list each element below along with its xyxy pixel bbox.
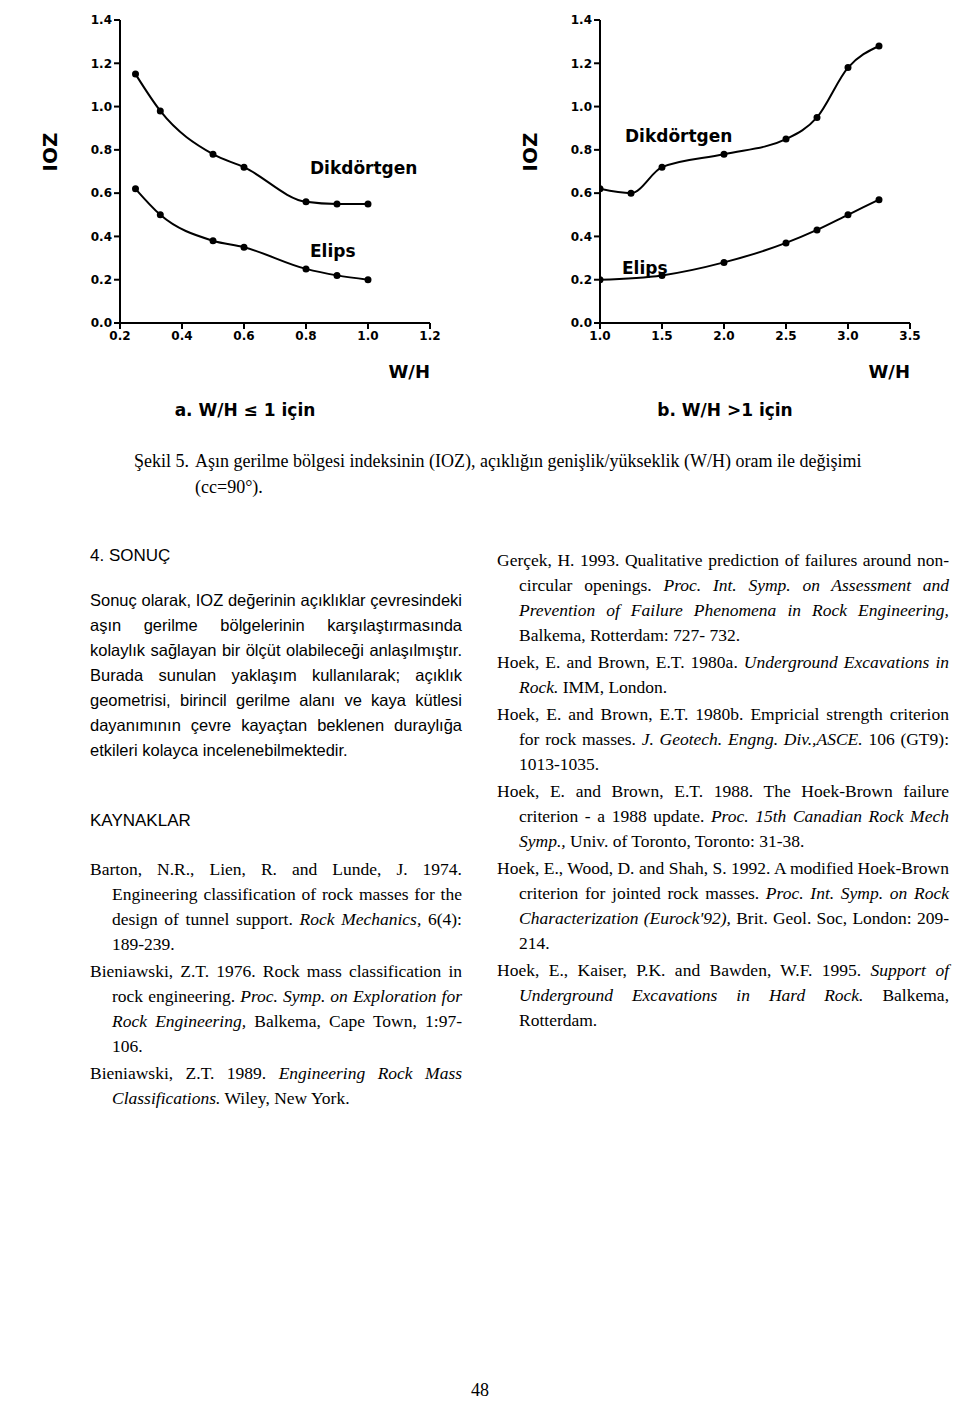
html-text:Bieniawski, Z.T. 1989. Enginee: Bieniawski, Z.T. 1989. Engineering Rock …	[90, 1063, 462, 1108]
svg-text:1.4: 1.4	[91, 13, 112, 27]
svg-text:1.0: 1.0	[571, 100, 592, 114]
html-text:Elips: Elips	[622, 258, 668, 278]
svg-text:IOZ: IOZ	[38, 133, 62, 172]
svg-text:0.4: 0.4	[571, 230, 592, 244]
html-text:Hoek, E. and Brown, E.T. 1980b: Hoek, E. and Brown, E.T. 1980b. Empricia…	[497, 704, 949, 774]
html-text:KAYNAKLAR: KAYNAKLAR	[90, 811, 191, 830]
svg-text:0.2: 0.2	[109, 329, 130, 343]
svg-text:1.2: 1.2	[571, 57, 592, 71]
svg-text:1.2: 1.2	[419, 329, 440, 343]
html-text:Hoek, E. and Brown, E.T. 1980a: Hoek, E. and Brown, E.T. 1980a. Undergro…	[497, 652, 949, 697]
html-text:Hoek, E., Kaiser, P.K. and Baw: Hoek, E., Kaiser, P.K. and Bawden, W.F. …	[497, 960, 949, 1030]
html-text:Gerçek, H. 1993. Qualitative p: Gerçek, H. 1993. Qualitative prediction …	[497, 550, 949, 620]
html-text:Hoek, E., Wood, D. and Shah, S: Hoek, E., Wood, D. and Shah, S. 1992. A …	[497, 858, 949, 953]
svg-text:1.2: 1.2	[91, 57, 112, 71]
html-text:Barton, N.R., Lien, R. and Lun: Barton, N.R., Lien, R. and Lunde, J. 197…	[90, 859, 462, 954]
svg-text:0.8: 0.8	[571, 143, 592, 157]
svg-text:0.4: 0.4	[171, 329, 192, 343]
svg-text:0.0: 0.0	[91, 316, 112, 330]
html-text:a. W/H ≤ 1 için: a. W/H ≤ 1 için	[174, 400, 316, 420]
html-text:Dikdörtgen: Dikdörtgen	[310, 158, 418, 178]
svg-text:0.0: 0.0	[571, 316, 592, 330]
svg-text:3.5: 3.5	[899, 329, 920, 343]
svg-text:0.6: 0.6	[233, 329, 254, 343]
html-text:Elips: Elips	[310, 241, 356, 261]
svg-text:1.0: 1.0	[357, 329, 378, 343]
svg-text:0.8: 0.8	[91, 143, 112, 157]
html-text:48: 48	[471, 1380, 489, 1400]
svg-text:2.5: 2.5	[775, 329, 796, 343]
svg-text:IOZ: IOZ	[518, 133, 542, 172]
svg-text:W/H: W/H	[869, 361, 911, 382]
html-text:Sonuç olarak, IOZ değerinin aç: Sonuç olarak, IOZ değerinin açıklıklar ç…	[90, 591, 462, 759]
html-text:b. W/H >1 için: b. W/H >1 için	[657, 400, 793, 420]
svg-text:0.2: 0.2	[571, 273, 592, 287]
svg-text:1.5: 1.5	[651, 329, 672, 343]
html-text:Balkema, Rotterdam: 727- 732.: Balkema, Rotterdam: 727- 732.	[519, 625, 741, 645]
html-text:Hoek, E. and Brown, E.T. 1988.: Hoek, E. and Brown, E.T. 1988. The Hoek-…	[497, 781, 949, 851]
svg-text:2.0: 2.0	[713, 329, 734, 343]
html-text:Şekil 5. Aşın gerilme bölgesi: Şekil 5. Aşın gerilme bölgesi indeksinin…	[134, 451, 862, 497]
svg-text:3.0: 3.0	[837, 329, 858, 343]
svg-text:1.0: 1.0	[589, 329, 610, 343]
svg-text:0.8: 0.8	[295, 329, 316, 343]
svg-text:0.6: 0.6	[571, 186, 592, 200]
html-text:Bieniawski, Z.T. 1976. Rock ma: Bieniawski, Z.T. 1976. Rock mass classif…	[90, 961, 462, 1056]
html-text:Dikdörtgen: Dikdörtgen	[625, 126, 733, 146]
svg-text:0.4: 0.4	[91, 230, 112, 244]
svg-text:W/H: W/H	[389, 361, 431, 382]
svg-text:0.2: 0.2	[91, 273, 112, 287]
svg-text:1.4: 1.4	[571, 13, 592, 27]
html-text:4. SONUÇ: 4. SONUÇ	[90, 546, 171, 565]
svg-text:1.0: 1.0	[91, 100, 112, 114]
svg-text:0.6: 0.6	[91, 186, 112, 200]
